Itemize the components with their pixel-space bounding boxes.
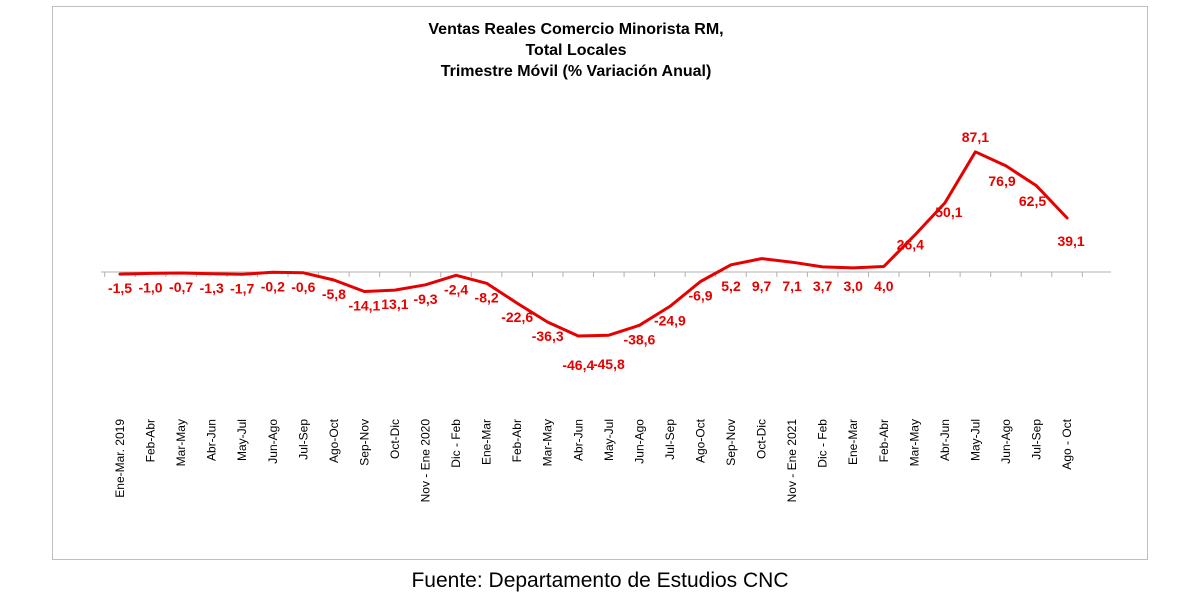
data-label: -1,3 <box>200 280 224 296</box>
line-chart: Ventas Reales Comercio Minorista RM, Tota… <box>101 21 1111 502</box>
x-tick-label: Abr-Jun <box>571 419 585 461</box>
data-label: 3,7 <box>813 278 833 294</box>
x-tick-label: Feb-Abr <box>144 419 158 462</box>
data-label: -1,0 <box>138 279 162 295</box>
data-label: -9,3 <box>413 291 437 307</box>
data-label: -1,5 <box>108 280 132 296</box>
data-label: 62,5 <box>1019 193 1046 209</box>
x-tick-label: Ago-Oct <box>693 418 707 463</box>
x-tick-label: Dic - Feb <box>816 419 830 468</box>
data-label: -36,3 <box>532 328 564 344</box>
data-label: -5,8 <box>322 286 346 302</box>
x-tick-label: Abr-Jun <box>205 419 219 461</box>
chart-title-line: Ventas Reales Comercio Minorista RM, <box>428 21 723 38</box>
x-tick-label: Abr-Jun <box>938 419 952 461</box>
data-label: 13,1 <box>381 296 408 312</box>
data-label: -0,6 <box>291 279 315 295</box>
data-label: -0,2 <box>261 278 285 294</box>
data-label: -38,6 <box>623 331 655 347</box>
x-tick-label: Jul-Sep <box>296 419 310 460</box>
data-label: 50,1 <box>935 204 962 220</box>
data-label: 3,0 <box>843 278 863 294</box>
data-labels: -1,5 -1,0 -0,7 -1,3 -1,7 -0,2 -0,6 -5,8-14,1 13,… <box>108 129 1085 373</box>
x-tick-label: Ene-Mar <box>480 419 494 465</box>
x-tick-label: May-Jul <box>968 419 982 461</box>
data-label: 4,0 <box>874 278 894 294</box>
data-label: -1,7 <box>230 280 254 296</box>
x-tick-label: Oct-Dic <box>755 419 769 459</box>
data-label: -6,9 <box>688 288 712 304</box>
data-label: -45,8 <box>593 356 625 372</box>
x-tick-label: Ago-Oct <box>327 418 341 463</box>
data-label: 7,1 <box>782 278 802 294</box>
data-label: -24,9 <box>654 312 686 328</box>
x-tick-label: Feb-Abr <box>510 419 524 462</box>
chart-title-line: Trimestre Móvil (% Variación Anual) <box>441 63 712 80</box>
x-tick-label: Mar-May <box>907 419 921 466</box>
x-tick-label: Jun-Ago <box>632 419 646 464</box>
data-label: -14,1 <box>348 298 380 314</box>
data-label: 9,7 <box>752 278 772 294</box>
data-label: 5,2 <box>721 278 741 294</box>
data-label: -8,2 <box>475 289 499 305</box>
data-label: 26,4 <box>897 237 924 253</box>
x-tick-label: Jun-Ago <box>266 419 280 464</box>
x-tick-label: Jul-Sep <box>1030 419 1044 460</box>
x-tick-label: Feb-Abr <box>877 419 891 462</box>
x-tick-label: Mar-May <box>541 419 555 466</box>
chart-frame: Ventas Reales Comercio Minorista RM, Tota… <box>52 6 1148 560</box>
x-tick-label: Ene-Mar. 2019 <box>113 419 127 498</box>
x-tick-label: Jul-Sep <box>663 419 677 460</box>
series-line <box>118 150 1069 338</box>
data-label: -46,4 <box>562 357 594 373</box>
data-label: 39,1 <box>1057 233 1084 249</box>
data-label: 87,1 <box>962 129 989 145</box>
data-label: -0,7 <box>169 279 193 295</box>
x-tick-label: Jun-Ago <box>999 419 1013 464</box>
chart-title-line: Total Locales <box>525 42 626 59</box>
chart-title: Ventas Reales Comercio Minorista RM, Tota… <box>428 21 723 80</box>
x-tick-label: Sep-Nov <box>357 419 371 466</box>
x-tick-label: Oct-Dic <box>388 419 402 459</box>
source-note: Fuente: Departamento de Estudios CNC <box>411 569 789 592</box>
data-label: 76,9 <box>988 173 1015 189</box>
x-tick-label: Ene-Mar <box>846 419 860 465</box>
x-tick-label: Nov - Ene 2020 <box>419 419 433 503</box>
x-tick-label: Mar-May <box>174 419 188 466</box>
x-tick-label: Dic - Feb <box>449 419 463 468</box>
data-label: -22,6 <box>501 309 533 325</box>
x-tick-label: May-Jul <box>602 419 616 461</box>
x-tick-labels: Ene-Mar. 2019 Feb-Abr Mar-May Abr-Jun May-Ju… <box>113 418 1074 502</box>
x-tick-label: Nov - Ene 2021 <box>785 419 799 503</box>
x-tick-label: Sep-Nov <box>724 419 738 466</box>
data-label: -2,4 <box>444 281 468 297</box>
x-tick-label: Ago - Oct <box>1060 418 1074 469</box>
x-tick-label: May-Jul <box>235 419 249 461</box>
